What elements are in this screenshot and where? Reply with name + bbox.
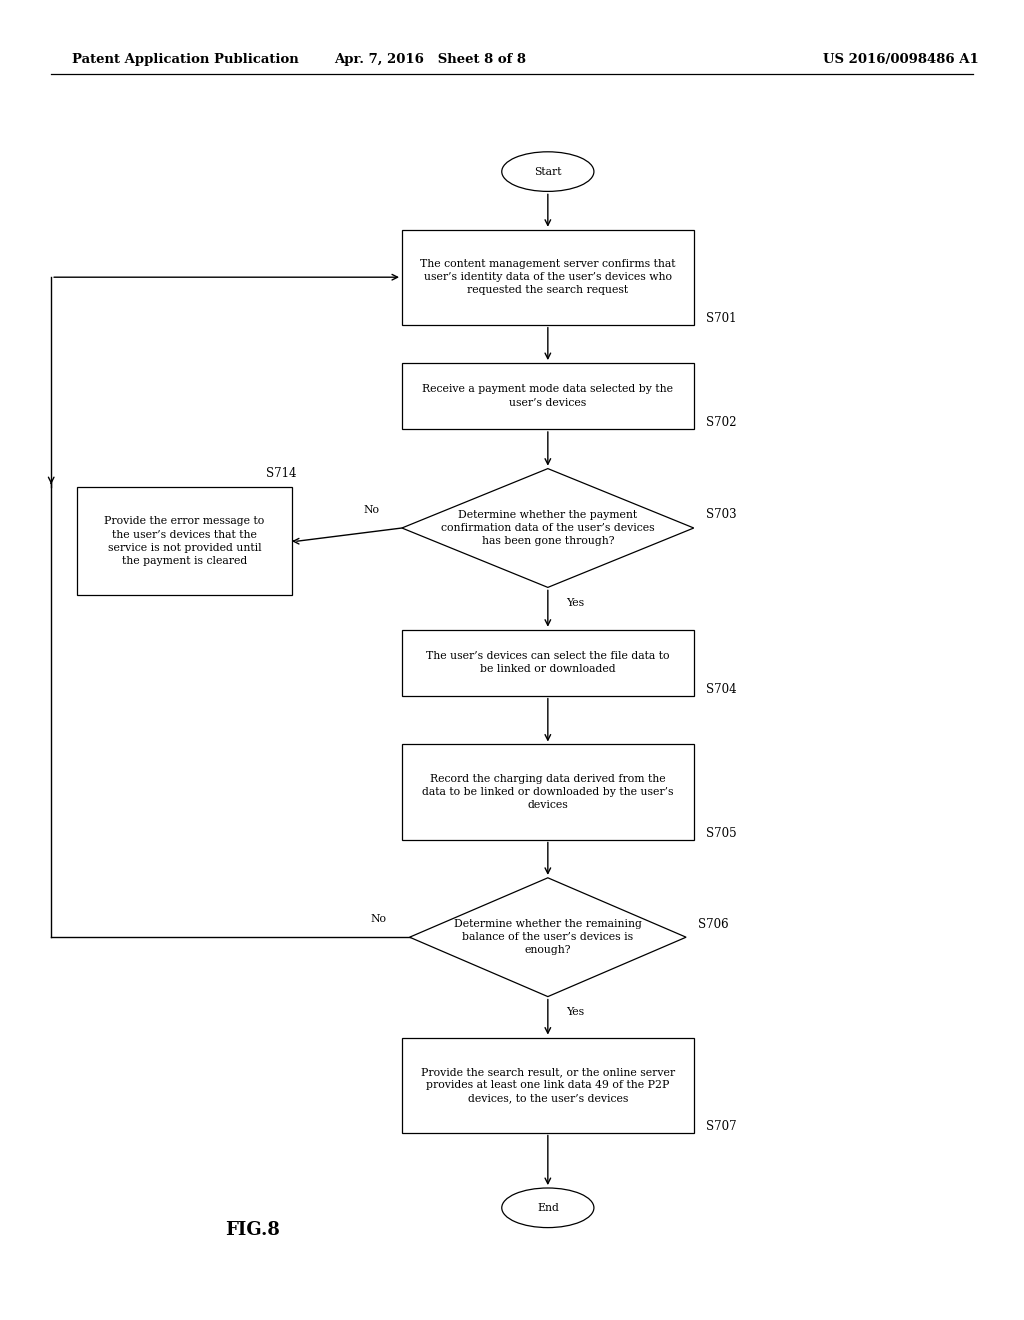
Polygon shape xyxy=(410,878,686,997)
Text: US 2016/0098486 A1: US 2016/0098486 A1 xyxy=(823,53,979,66)
Text: Determine whether the remaining
balance of the user’s devices is
enough?: Determine whether the remaining balance … xyxy=(454,919,642,956)
Polygon shape xyxy=(402,469,694,587)
FancyBboxPatch shape xyxy=(402,363,694,429)
Text: S705: S705 xyxy=(707,826,736,840)
Text: S707: S707 xyxy=(707,1119,736,1133)
Text: No: No xyxy=(371,913,387,924)
Text: Provide the error message to
the user’s devices that the
service is not provided: Provide the error message to the user’s … xyxy=(104,516,264,566)
Text: Apr. 7, 2016   Sheet 8 of 8: Apr. 7, 2016 Sheet 8 of 8 xyxy=(334,53,526,66)
Text: Receive a payment mode data selected by the
user’s devices: Receive a payment mode data selected by … xyxy=(422,384,674,408)
Text: Provide the search result, or the online server
provides at least one link data : Provide the search result, or the online… xyxy=(421,1067,675,1104)
Text: S702: S702 xyxy=(707,416,736,429)
FancyBboxPatch shape xyxy=(402,744,694,840)
FancyBboxPatch shape xyxy=(402,230,694,325)
Text: S704: S704 xyxy=(707,682,736,696)
Text: No: No xyxy=(364,504,379,515)
Text: End: End xyxy=(537,1203,559,1213)
Text: S706: S706 xyxy=(698,917,729,931)
FancyBboxPatch shape xyxy=(77,487,292,595)
Text: Start: Start xyxy=(535,166,561,177)
FancyBboxPatch shape xyxy=(402,630,694,696)
Text: Patent Application Publication: Patent Application Publication xyxy=(72,53,298,66)
Text: The user’s devices can select the file data to
be linked or downloaded: The user’s devices can select the file d… xyxy=(426,651,670,675)
Ellipse shape xyxy=(502,1188,594,1228)
Text: Record the charging data derived from the
data to be linked or downloaded by the: Record the charging data derived from th… xyxy=(422,774,674,810)
FancyBboxPatch shape xyxy=(402,1038,694,1133)
Text: Yes: Yes xyxy=(566,1007,585,1018)
Text: FIG.8: FIG.8 xyxy=(225,1221,281,1239)
Text: Yes: Yes xyxy=(566,598,585,609)
Text: Determine whether the payment
confirmation data of the user’s devices
has been g: Determine whether the payment confirmati… xyxy=(441,510,654,546)
Text: The content management server confirms that
user’s identity data of the user’s d: The content management server confirms t… xyxy=(420,259,676,296)
Ellipse shape xyxy=(502,152,594,191)
Text: S701: S701 xyxy=(707,312,736,325)
Text: S714: S714 xyxy=(266,467,297,480)
Text: S703: S703 xyxy=(707,508,736,521)
